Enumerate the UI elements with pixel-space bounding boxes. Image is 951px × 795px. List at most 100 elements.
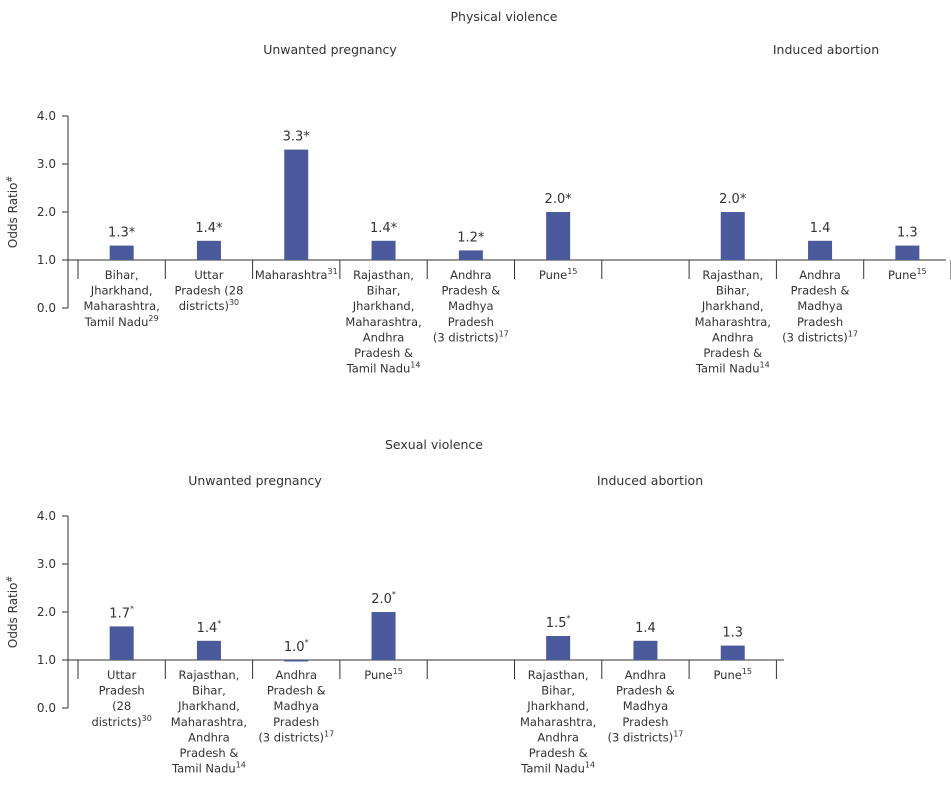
x-category-label: Jharkhand, xyxy=(701,299,764,313)
x-category-reference: 30 xyxy=(229,298,239,307)
bar xyxy=(546,636,571,660)
x-category-label: (3 districts)17 xyxy=(258,729,334,744)
x-category-text: Andhra xyxy=(799,268,841,282)
x-category-text: Pradesh & xyxy=(616,684,675,698)
x-category-label: Bihar, xyxy=(716,284,750,298)
bar-value-label: 1.3 xyxy=(722,626,743,641)
x-category-label: Andhra xyxy=(537,730,579,744)
x-category-text: Maharashtra, xyxy=(695,315,771,329)
x-category-text: Tamil Nadu xyxy=(84,315,149,329)
x-category-label: Pradesh xyxy=(622,715,668,729)
x-category-text: districts) xyxy=(91,715,141,729)
x-category-label: Bihar, xyxy=(192,684,226,698)
x-category-text: Jharkhand, xyxy=(352,299,415,313)
bar-value-text: 1.4* xyxy=(195,221,223,236)
x-category-label: Pune15 xyxy=(364,667,403,682)
bar-value-label: 1.3 xyxy=(897,226,918,241)
x-category-label: Pradesh & xyxy=(354,346,413,360)
x-category-text: Bihar, xyxy=(105,268,139,282)
x-category-text: Pradesh xyxy=(99,684,145,698)
y-axis-label-superscript: # xyxy=(5,576,14,583)
x-category-label: Tamil Nadu14 xyxy=(520,761,595,776)
x-category-text: Maharashtra, xyxy=(83,299,159,313)
chart-title: Sexual violence xyxy=(385,437,483,452)
x-category-label: Jharkhand, xyxy=(90,284,153,298)
x-category-label: Maharashtra, xyxy=(345,315,421,329)
x-category-label: Pune15 xyxy=(713,667,752,682)
y-tick-label: 4.0 xyxy=(37,109,56,123)
x-category-text: Madhya xyxy=(274,699,319,713)
x-category-text: Pune xyxy=(539,268,567,282)
bar-value-superscript: * xyxy=(566,614,570,623)
bar xyxy=(371,240,396,260)
x-category-label: Pradesh & xyxy=(616,684,675,698)
bar-value-text: 1.3 xyxy=(722,626,743,641)
x-category-text: Pune xyxy=(713,668,741,682)
x-category-text: Pradesh & xyxy=(791,284,850,298)
x-category-text: Uttar xyxy=(194,268,223,282)
x-category-text: Jharkhand, xyxy=(526,699,589,713)
bar-value-superscript: * xyxy=(392,590,396,599)
x-category-label: Tamil Nadu14 xyxy=(695,361,770,376)
x-category-label: Andhra xyxy=(450,268,492,282)
bar-value-text: 1.4* xyxy=(370,221,398,236)
bar-value-label: 2.0* xyxy=(719,192,747,207)
y-tick-label: 3.0 xyxy=(37,157,56,171)
x-category-text: Andhra xyxy=(625,668,667,682)
x-category-text: Pradesh xyxy=(797,315,843,329)
x-category-label: Maharashtra, xyxy=(520,715,596,729)
y-axis-label: Odds Ratio# xyxy=(5,576,20,649)
bar-value-text: 1.4 xyxy=(810,221,831,236)
bar-value-text: 1.2* xyxy=(457,230,485,245)
x-category-label: Madhya xyxy=(448,299,493,313)
group-label: Induced abortion xyxy=(597,473,703,488)
x-category-reference: 31 xyxy=(327,267,337,276)
y-axis-label: Odds Ratio# xyxy=(5,176,20,249)
bar xyxy=(458,250,483,260)
bar xyxy=(284,149,309,260)
x-category-label: Tamil Nadu14 xyxy=(171,761,246,776)
x-category-text: Uttar xyxy=(107,668,136,682)
bar-value-text: 1.7 xyxy=(109,606,130,621)
bar xyxy=(109,626,134,660)
x-category-text: Pradesh & xyxy=(441,284,500,298)
bar-value-label: 1.0* xyxy=(284,638,309,655)
x-category-label: Maharashtra, xyxy=(695,315,771,329)
x-category-label: Bihar, xyxy=(367,284,401,298)
x-category-reference: 15 xyxy=(916,267,926,276)
bar-value-superscript: * xyxy=(217,619,221,628)
x-category-label: Uttar xyxy=(107,668,136,682)
y-tick-label: 1.0 xyxy=(37,253,56,267)
x-category-text: Pradesh & xyxy=(354,346,413,360)
bar-value-label: 1.4 xyxy=(810,221,831,236)
bar-value-label: 1.5* xyxy=(546,614,571,631)
x-category-label: Rajasthan, xyxy=(702,268,763,282)
x-category-label: Pradesh (28 xyxy=(174,284,243,298)
x-category-label: Maharashtra, xyxy=(171,715,247,729)
bar-value-text: 1.0 xyxy=(284,640,305,655)
x-category-label: Andhra xyxy=(625,668,667,682)
bar xyxy=(196,240,221,260)
chart-title: Physical violence xyxy=(451,9,558,24)
x-category-label: Jharkhand, xyxy=(177,699,240,713)
x-category-text: Madhya xyxy=(448,299,493,313)
x-category-text: Maharashtra, xyxy=(345,315,421,329)
bar xyxy=(109,245,134,260)
x-category-text: Rajasthan, xyxy=(528,668,589,682)
x-category-label: Pradesh & xyxy=(267,684,326,698)
x-category-label: Pradesh xyxy=(448,315,494,329)
x-category-reference: 14 xyxy=(585,761,595,770)
x-category-label: Jharkhand, xyxy=(352,299,415,313)
x-category-text: Pradesh & xyxy=(529,746,588,760)
x-category-label: Pradesh & xyxy=(441,284,500,298)
bar-value-label: 3.3* xyxy=(283,130,311,145)
x-category-label: Madhya xyxy=(797,299,842,313)
x-category-label: Pune15 xyxy=(888,267,927,282)
x-category-text: Pradesh & xyxy=(180,746,239,760)
x-category-label: Andhra xyxy=(275,668,317,682)
x-category-label: Rajasthan, xyxy=(528,668,589,682)
x-category-text: (3 districts) xyxy=(258,730,324,744)
x-category-label: Pradesh & xyxy=(791,284,850,298)
x-category-text: Tamil Nadu xyxy=(171,762,236,776)
